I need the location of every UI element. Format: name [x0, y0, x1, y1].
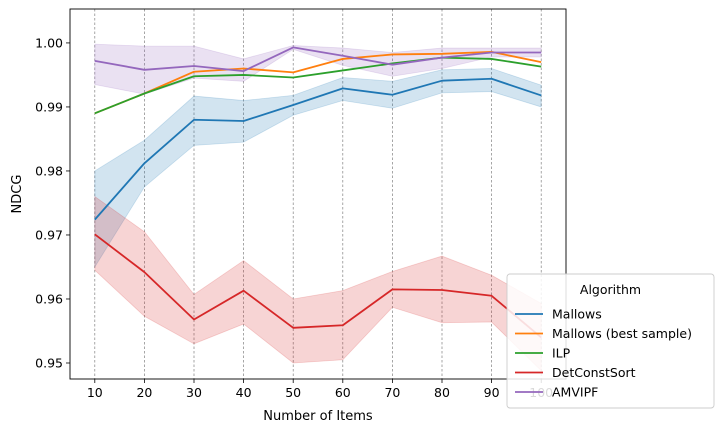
detconstsort-legend-label: DetConstSort: [552, 365, 636, 380]
mallows-best-sample-legend-label: Mallows (best sample): [552, 326, 692, 341]
x-tick-label: 80: [434, 385, 450, 400]
ilp-line: [94, 56, 542, 115]
y-tick-label: 0.98: [35, 163, 63, 178]
amvipf-line: [94, 46, 542, 72]
legend: Algorithm Mallows Mallows (best sample) IL…: [506, 273, 715, 409]
mallows-legend-label: Mallows: [552, 307, 602, 322]
mallows-line: [94, 77, 542, 221]
mallows-band: [94, 68, 542, 269]
ilp-legend-label: ILP: [552, 346, 571, 361]
x-tick-label: 30: [186, 385, 202, 400]
mallows-best-sample-line: [94, 50, 542, 115]
x-axis-title: Number of Items: [263, 409, 373, 424]
legend-title: Algorithm: [580, 282, 641, 297]
y-tick-label: 0.99: [35, 99, 63, 114]
y-tick-label: 0.96: [35, 291, 63, 306]
x-tick-label: 50: [285, 385, 301, 400]
detconstsort-line: [94, 233, 542, 339]
x-tick-label: 70: [384, 385, 400, 400]
y-axis-title: NDCG: [10, 175, 25, 214]
amvipf-band: [94, 43, 542, 95]
amvipf-legend-label: AMVIPF: [552, 385, 598, 400]
y-tick-label: 0.95: [35, 355, 63, 370]
x-tick-label: 20: [136, 385, 152, 400]
x-tick-label: 60: [335, 385, 351, 400]
y-tick-label: 1.00: [35, 35, 63, 50]
legend-items: Mallows Mallows (best sample) ILP DetConstS…: [515, 307, 692, 400]
plot-frame: [69, 8, 567, 380]
y-tick-label: 0.97: [35, 227, 63, 242]
x-tick-label: 90: [484, 385, 500, 400]
legend-box: [506, 273, 715, 409]
x-tick-label: 40: [236, 385, 252, 400]
grid-layer: [94, 9, 542, 379]
series-lines: [94, 46, 542, 339]
x-tick-label: 10: [87, 385, 103, 400]
